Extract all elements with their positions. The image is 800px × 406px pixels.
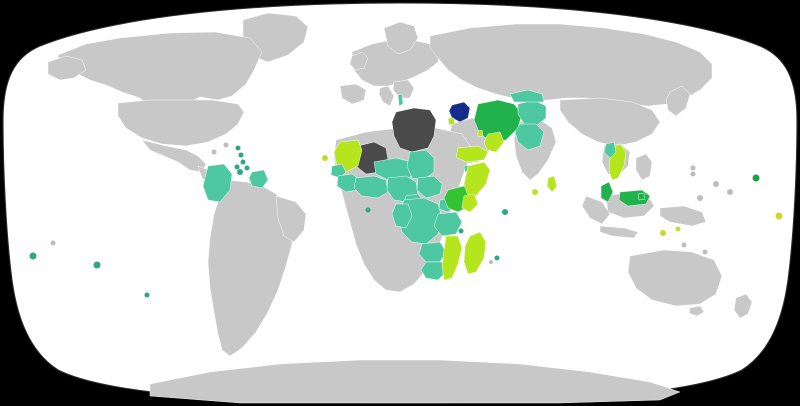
- country-tonga: [93, 261, 101, 269]
- country-malaysia-peninsular: [600, 181, 614, 203]
- country-samoa: [29, 252, 37, 260]
- highlighted-countries: [29, 89, 783, 298]
- country-qatar: [477, 129, 484, 138]
- new-zealand: [733, 293, 753, 319]
- country-madagascar: [463, 231, 487, 275]
- balkans: [392, 79, 415, 99]
- country-libya: [391, 107, 437, 153]
- country-palau: [660, 230, 666, 236]
- island-teal-stomas: [365, 207, 371, 213]
- country-yemen: [455, 145, 489, 163]
- island-lime-png-dot: [675, 226, 681, 232]
- italy: [378, 85, 395, 107]
- country-maldives: [532, 189, 538, 195]
- country-colombia: [202, 163, 233, 203]
- country-fiji: [775, 212, 783, 220]
- country-pakistan: [514, 123, 545, 151]
- new-guinea: [659, 205, 707, 227]
- country-iran: [473, 99, 523, 143]
- united-states: [117, 99, 245, 147]
- country-brunei: [637, 192, 646, 201]
- country-albania: [397, 93, 404, 107]
- island-gray-pacific-7: [681, 242, 687, 248]
- country-turkmenistan: [509, 89, 545, 103]
- country-barbados: [244, 165, 250, 171]
- sumatra: [581, 195, 611, 225]
- country-antigua: [235, 145, 241, 151]
- country-chad: [406, 149, 435, 181]
- country-laos: [603, 141, 617, 159]
- island-gray-pacific-3: [727, 189, 733, 195]
- island-gray-pacific-5: [690, 165, 696, 171]
- china: [559, 97, 661, 147]
- island-gray-pacific-6: [690, 171, 696, 177]
- java: [599, 225, 639, 239]
- country-lebanon-sliver: [447, 117, 456, 126]
- country-saint-lucia: [240, 159, 246, 165]
- country-tanzania: [433, 211, 463, 237]
- country-mozambique: [441, 235, 463, 281]
- british-isles: [349, 51, 369, 71]
- island-gray-pacific-2: [713, 181, 719, 187]
- country-ivory-coast-ghana: [353, 175, 389, 199]
- philippines: [635, 153, 653, 181]
- island-gray-pacific-1: [50, 240, 56, 246]
- country-somalia-south: [461, 193, 479, 213]
- brazil-bulge: [275, 195, 307, 243]
- country-cape-verde: [322, 155, 328, 161]
- scandinavia: [383, 21, 419, 55]
- country-marshall-islands: [752, 174, 760, 182]
- country-atlantic-dot: [144, 292, 150, 298]
- australia: [627, 249, 723, 307]
- country-senegal: [330, 163, 347, 179]
- country-oman: [483, 131, 505, 153]
- country-gabon-congo: [391, 203, 413, 229]
- antarctica: [149, 359, 681, 404]
- island-gray-pacific-4: [697, 195, 703, 201]
- north-america-canada: [57, 31, 263, 111]
- country-comoros: [458, 228, 464, 234]
- country-somalia: [463, 161, 491, 197]
- japan: [665, 85, 691, 117]
- country-dominica: [238, 152, 244, 158]
- country-grenada: [234, 164, 240, 170]
- country-seychelles: [502, 209, 508, 215]
- tasmania: [688, 305, 705, 317]
- alaska: [47, 55, 87, 81]
- island-gray-caribbean-2: [211, 149, 217, 155]
- country-zimbabwe: [420, 261, 447, 281]
- island-gray-pacific-8: [702, 249, 708, 255]
- iberia: [339, 83, 367, 105]
- country-sri-lanka: [546, 175, 558, 193]
- country-trinidad-tobago: [237, 169, 243, 175]
- country-mauritius: [494, 255, 500, 261]
- island-gray-caribbean-1: [223, 142, 229, 148]
- country-syria: [448, 101, 471, 123]
- country-car: [416, 175, 443, 199]
- country-guyana: [248, 169, 269, 189]
- island-gray-reunion: [489, 260, 493, 264]
